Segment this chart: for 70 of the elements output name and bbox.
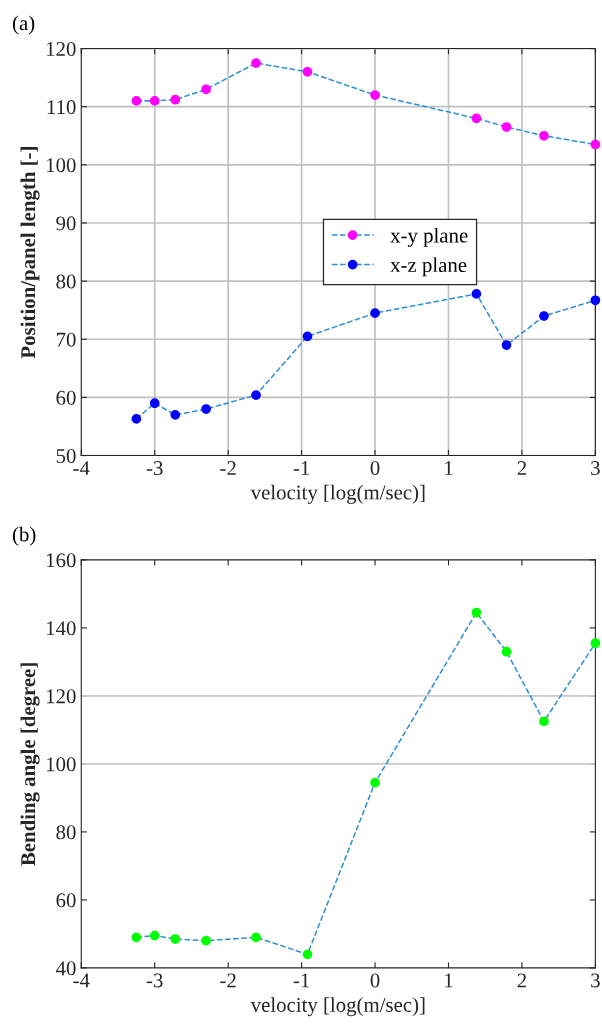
point <box>131 932 142 943</box>
y-tick-label: 70 <box>56 332 76 347</box>
y-tick-label: 140 <box>46 621 76 636</box>
y-tick-label: 100 <box>46 757 76 772</box>
y-tick-label: 110 <box>47 100 76 115</box>
text: (a) <box>12 15 35 35</box>
x-tick-label: 1 <box>445 461 453 475</box>
x-tick-label: 3 <box>591 973 600 988</box>
x-tick-label: -2 <box>220 461 236 475</box>
point <box>590 295 601 306</box>
point <box>302 331 313 342</box>
x-tick-label: 0 <box>370 461 380 476</box>
x-tick-label: 2 <box>517 461 526 475</box>
point <box>471 289 482 299</box>
x-axis-title: velocity [log(m/sec)] <box>250 484 425 504</box>
point <box>370 777 380 788</box>
y-tick-label: 80 <box>56 274 76 289</box>
x-tick-label: -3 <box>146 461 163 476</box>
point <box>131 414 142 424</box>
point <box>471 607 482 618</box>
point <box>251 390 261 400</box>
point <box>201 935 211 946</box>
x-tick-label: 0 <box>370 973 380 988</box>
point <box>251 932 261 943</box>
point <box>302 66 313 77</box>
point <box>471 113 482 124</box>
point <box>370 90 380 100</box>
x-tick-label: -2 <box>220 973 236 988</box>
legend-label: x-y plane <box>390 227 468 247</box>
point <box>149 96 160 106</box>
point <box>501 646 512 657</box>
point <box>501 122 512 132</box>
x-axis-title: velocity [log(m/sec)] <box>250 997 425 1017</box>
y-tick-label: 60 <box>56 893 76 908</box>
x-tick-label: -4 <box>73 461 90 475</box>
point <box>539 716 549 727</box>
point <box>251 58 261 68</box>
point <box>539 130 549 141</box>
point <box>370 308 380 318</box>
y-tick-label: 60 <box>56 390 76 405</box>
point <box>170 409 181 420</box>
y-tick-label: 50 <box>56 448 76 463</box>
y-tick-label: 100 <box>46 158 76 173</box>
y-tick-label: 120 <box>46 689 76 704</box>
text: (b) <box>12 526 36 546</box>
x-tick-label: 1 <box>445 973 453 988</box>
y-tick-label: 90 <box>56 216 76 231</box>
y-tick-label: 160 <box>46 553 76 568</box>
point <box>201 84 211 95</box>
point <box>539 311 549 321</box>
point <box>170 94 181 105</box>
point <box>201 404 211 414</box>
legend-label: x-z plane <box>390 257 467 277</box>
x-tick-label: -1 <box>293 973 310 988</box>
y-tick-label: 120 <box>46 41 76 56</box>
point <box>170 934 181 944</box>
point <box>590 638 601 649</box>
point <box>501 340 512 350</box>
x-tick-label: 3 <box>591 461 600 476</box>
point <box>149 398 160 409</box>
point <box>131 96 142 106</box>
y-tick-label: 80 <box>56 825 76 840</box>
point <box>302 949 313 960</box>
x-tick-label: -3 <box>146 973 163 988</box>
x-tick-label: -1 <box>293 461 310 475</box>
y-axis-title: Bending angle [degree] <box>20 663 40 866</box>
point <box>590 139 601 150</box>
point <box>149 930 160 941</box>
x-tick-label: 2 <box>517 973 526 988</box>
y-axis-title: Position/panel length [-] <box>20 147 40 359</box>
